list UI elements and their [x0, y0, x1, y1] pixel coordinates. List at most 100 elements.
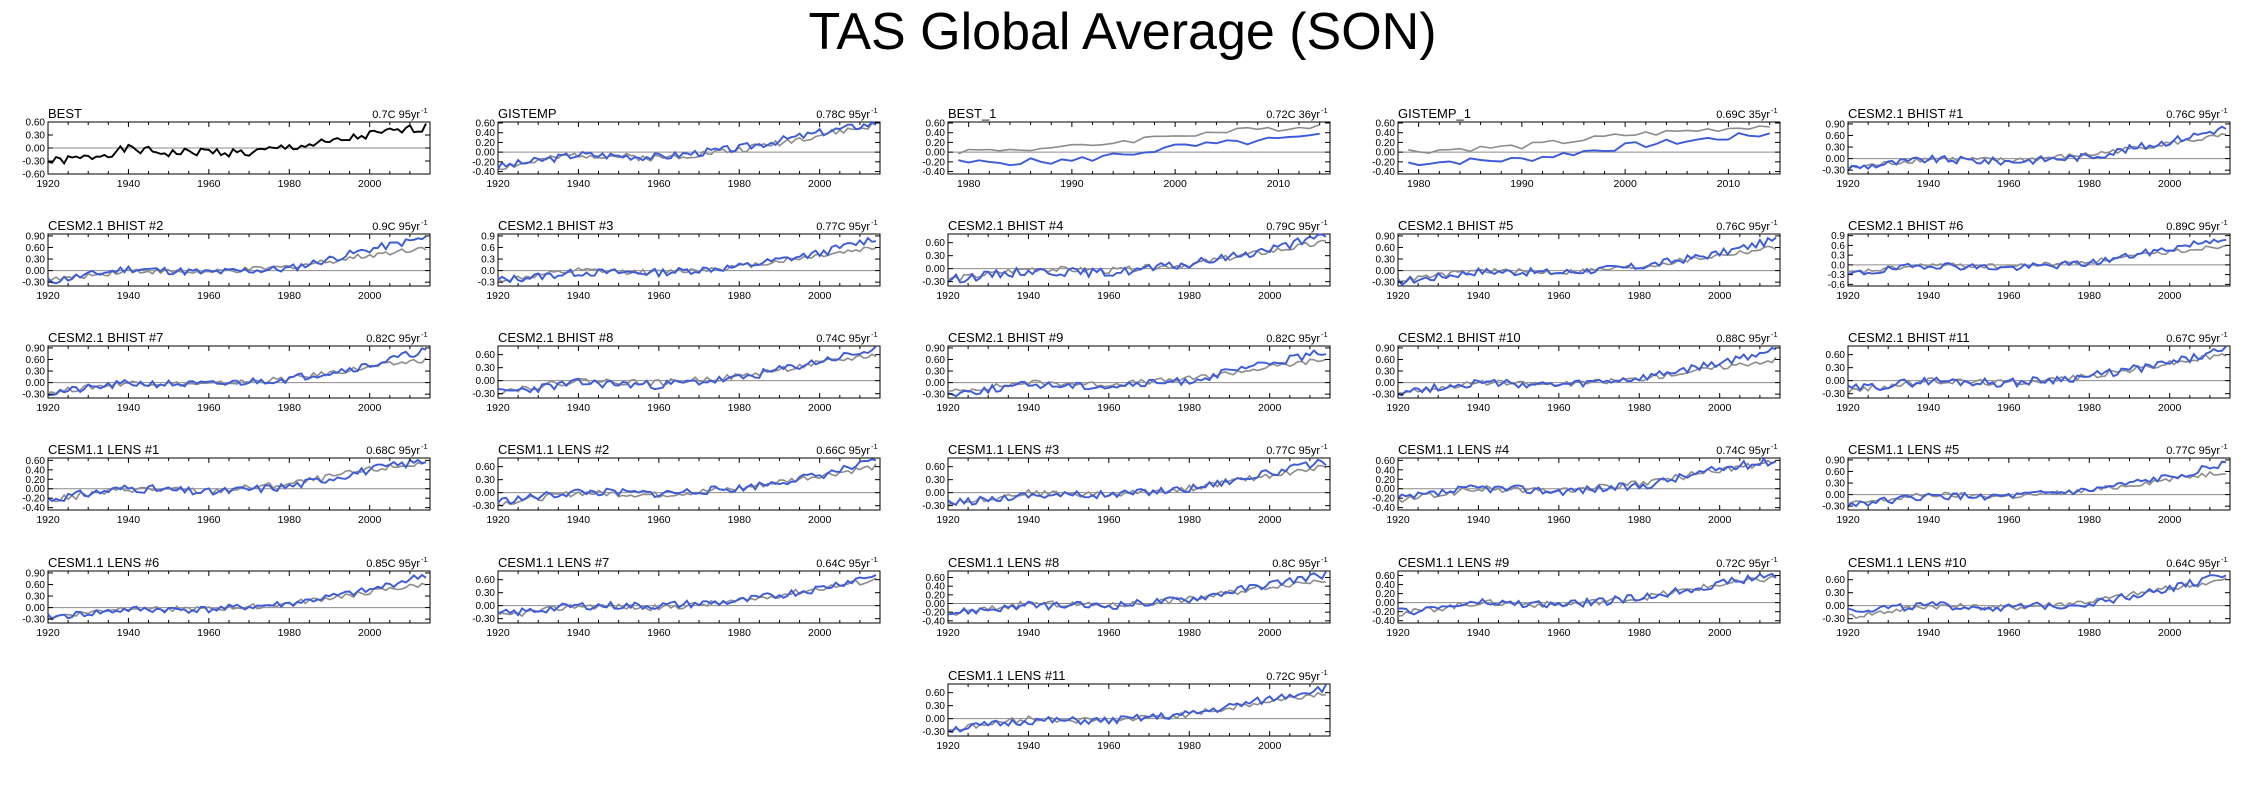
x-tick-label: 1960 — [647, 514, 671, 526]
y-tick-label: 0.60 — [1826, 467, 1846, 478]
y-tick-label: 0.60 — [26, 456, 46, 467]
x-tick-label: 1940 — [567, 178, 591, 190]
x-tick-label: 1980 — [278, 514, 302, 526]
trend-exponent: -1 — [1771, 330, 1778, 339]
y-tick-label: -0.40 — [922, 167, 945, 178]
x-tick-label: 1940 — [117, 514, 141, 526]
trend-label: 0.76C 95yr — [1716, 221, 1770, 233]
x-tick-label: 1980 — [1628, 514, 1652, 526]
trend-exponent: -1 — [2221, 330, 2228, 339]
panel-title: CESM1.1 LENS #2 — [498, 442, 609, 457]
y-tick-label: -0.20 — [1372, 494, 1395, 505]
x-tick-label: 2000 — [1258, 290, 1282, 302]
x-tick-label: 1940 — [1017, 627, 1041, 639]
panel-title: BEST_1 — [948, 106, 996, 121]
y-tick-label: 0.90 — [26, 231, 46, 242]
x-tick-label: 1960 — [647, 402, 671, 414]
x-tick-label: 1980 — [957, 178, 981, 190]
y-tick-label: 0.00 — [926, 148, 946, 159]
x-tick-label: 1960 — [1997, 178, 2021, 190]
series-model — [497, 458, 877, 505]
x-tick-label: 1960 — [1097, 402, 1121, 414]
y-tick-label: 0.30 — [1826, 363, 1846, 374]
x-tick-label: 2000 — [1163, 178, 1187, 190]
trend-exponent: -1 — [421, 555, 428, 564]
y-tick-label: 0.90 — [26, 568, 46, 579]
trend-label: 0.64C 95yr — [816, 558, 870, 570]
trend-label: 0.7C 95yr — [372, 109, 420, 121]
y-tick-label: -0.20 — [22, 494, 45, 505]
panel-title: CESM2.1 BHIST #5 — [1398, 218, 1513, 233]
panel-frame — [1847, 570, 2231, 624]
panel-frame — [497, 570, 881, 624]
x-tick-label: 2000 — [1258, 627, 1282, 639]
y-tick-label: 0.20 — [26, 475, 46, 486]
x-tick-label: 2000 — [358, 178, 382, 190]
panel-2: 1920 1940 1960 1980 2000-0.40-0.200.000.200.… — [472, 106, 881, 190]
y-tick-label: 0.6 — [481, 243, 495, 254]
panel-3: 1980 1990 2000 2010-0.40-0.200.000.200.400.… — [922, 106, 1331, 190]
panel-frame — [1397, 121, 1781, 175]
series-reference — [47, 461, 427, 503]
x-tick-label: 1980 — [1178, 627, 1202, 639]
panel-title: CESM1.1 LENS #1 — [48, 442, 159, 457]
x-tick-label: 1960 — [197, 514, 221, 526]
x-tick-label: 1980 — [728, 178, 752, 190]
x-tick-label: 1940 — [1467, 402, 1491, 414]
x-tick-label: 1940 — [117, 178, 141, 190]
series-reference — [1408, 125, 1770, 154]
x-tick-label: 1960 — [1547, 290, 1571, 302]
trend-exponent: -1 — [1321, 106, 1328, 115]
x-tick-label: 1920 — [1836, 402, 1860, 414]
y-tick-label: 0.60 — [1826, 131, 1846, 142]
y-tick-label: 0.00 — [476, 148, 496, 159]
panel-title: CESM2.1 BHIST #6 — [1848, 218, 1963, 233]
y-tick-label: 0.40 — [26, 465, 46, 476]
y-tick-label: -0.40 — [1372, 503, 1395, 514]
y-tick-label: 0.9 — [1831, 231, 1845, 242]
trend-exponent: -1 — [871, 106, 878, 115]
series-model — [947, 684, 1327, 734]
panel-frame — [947, 345, 1331, 399]
series-model — [47, 573, 427, 621]
y-tick-label: 0.30 — [476, 363, 496, 374]
panel-13: 1920 1940 1960 1980 2000 -0.300.000.300.600.9… — [922, 330, 1331, 414]
panel-frame — [47, 457, 431, 511]
y-tick-label: 0.20 — [1376, 589, 1396, 600]
x-tick-label: 1960 — [1547, 402, 1571, 414]
x-tick-label: 1940 — [1917, 627, 1941, 639]
y-tick-label: 0.20 — [926, 138, 946, 149]
y-tick-label: -0.20 — [1372, 157, 1395, 168]
panel-title: CESM1.1 LENS #7 — [498, 555, 609, 570]
y-tick-label: 0.00 — [1376, 266, 1396, 277]
x-tick-label: 2000 — [808, 178, 832, 190]
x-tick-label: 1920 — [36, 514, 60, 526]
y-tick-label: 0.30 — [1376, 367, 1396, 378]
x-tick-label: 1960 — [647, 627, 671, 639]
y-tick-label: 0.60 — [476, 462, 496, 473]
panel-title: CESM2.1 BHIST #7 — [48, 330, 163, 345]
x-tick-label: 1940 — [1017, 290, 1041, 302]
panel-25: 1920 1940 1960 1980 2000 -0.30 0.00 0.30 0.60CES… — [1822, 555, 2231, 639]
series-reference — [47, 582, 427, 620]
x-tick-label: 1920 — [1836, 178, 1860, 190]
x-tick-label: 2000 — [1613, 178, 1637, 190]
trend-label: 0.67C 95yr — [2166, 333, 2220, 345]
trend-exponent: -1 — [1321, 218, 1328, 227]
x-tick-label: 1960 — [197, 290, 221, 302]
trend-label: 0.77C 95yr — [1266, 445, 1320, 457]
panel-4: 1980 1990 2000 2010-0.40-0.200.000.200.400.… — [1372, 106, 1781, 190]
y-tick-label: 0.00 — [1826, 154, 1846, 165]
trend-label: 0.8C 95yr — [1272, 558, 1320, 570]
panel-title: CESM2.1 BHIST #4 — [948, 218, 1063, 233]
y-tick-label: 0.40 — [926, 128, 946, 139]
x-tick-label: 2000 — [2158, 290, 2182, 302]
x-tick-label: 1960 — [1097, 740, 1121, 752]
y-tick-label: 0.30 — [1826, 588, 1846, 599]
x-tick-label: 2000 — [358, 290, 382, 302]
x-tick-label: 2000 — [358, 627, 382, 639]
y-tick-label: -0.40 — [1372, 167, 1395, 178]
trend-label: 0.76C 95yr — [2166, 109, 2220, 121]
x-tick-label: 1980 — [1178, 740, 1202, 752]
y-tick-label: 0.60 — [926, 462, 946, 473]
